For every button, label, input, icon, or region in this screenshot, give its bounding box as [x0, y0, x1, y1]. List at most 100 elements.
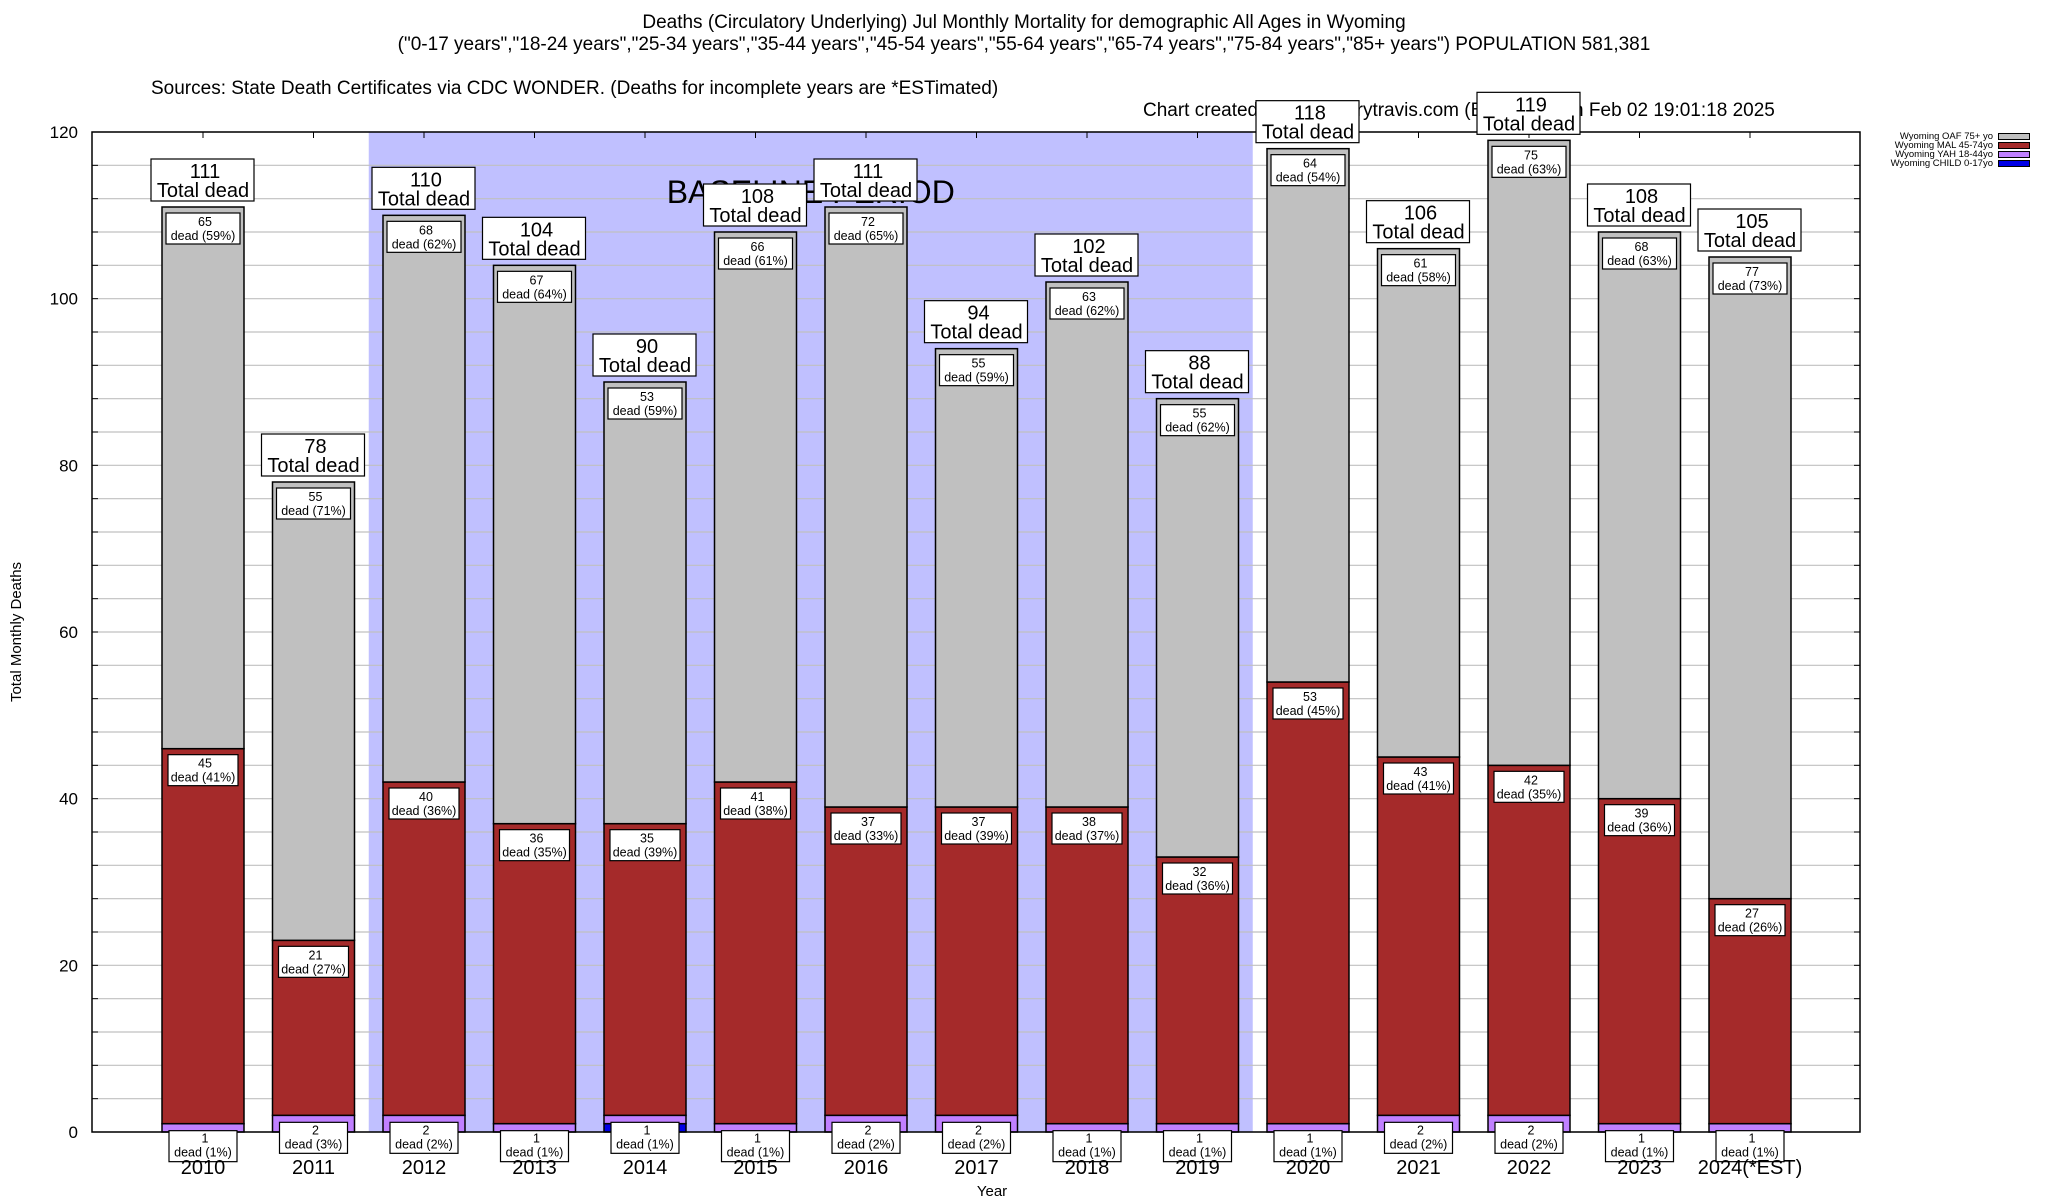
x-tick-label: 2022	[1507, 1157, 1552, 1179]
legend-swatch	[1998, 142, 2030, 149]
mal-label-value: 37	[972, 815, 986, 829]
oaf-label-value: 68	[419, 223, 433, 237]
bar-segment-oaf	[492, 264, 577, 825]
oaf-label-value: 65	[198, 215, 212, 229]
total-label-box	[260, 433, 366, 477]
total-label-box	[1255, 100, 1360, 144]
oaf-label-pct: dead (58%)	[1386, 271, 1451, 285]
oaf-label-box	[717, 237, 794, 270]
mal-label-value: 27	[1745, 907, 1759, 921]
legend-swatch	[1998, 160, 2030, 167]
legend-swatch	[1998, 151, 2030, 158]
y-tick-label: 40	[59, 790, 78, 809]
bar-segment-mal	[1045, 806, 1129, 1125]
mal-label-box	[388, 787, 460, 820]
mal-label-value: 40	[419, 790, 433, 804]
oaf-label-value: 68	[1635, 240, 1649, 254]
yah-label-value: 2	[312, 1123, 319, 1137]
oaf-label-box	[1159, 404, 1236, 437]
mal-label-pct: dead (35%)	[502, 846, 567, 860]
total-label-text: Total dead	[267, 455, 359, 477]
oaf-label-box	[1712, 262, 1788, 295]
bar-segment-oaf	[1597, 231, 1682, 800]
oaf-label-value: 77	[1745, 265, 1759, 279]
oaf-label-pct: dead (61%)	[723, 254, 788, 268]
oaf-label-pct: dead (62%)	[392, 237, 457, 251]
mal-label-pct: dead (26%)	[1718, 921, 1783, 935]
yah-label-box	[389, 1121, 459, 1154]
mal-label-box	[609, 829, 681, 862]
legend-swatch	[1998, 133, 2030, 140]
legend-label: Wyoming CHILD 0-17yo	[1890, 157, 1993, 169]
oaf-label-pct: dead (59%)	[944, 371, 1009, 385]
legend-label: Wyoming OAF 75+ yo	[1899, 130, 1993, 142]
oaf-label-pct: dead (59%)	[171, 229, 236, 243]
y-tick-label: 80	[59, 456, 78, 475]
yah-label-pct: dead (1%)	[727, 1146, 785, 1160]
bar-segment-mal	[1597, 797, 1682, 1125]
bar-segment-mal	[1376, 756, 1461, 1117]
oaf-label-pct: dead (63%)	[1497, 162, 1562, 176]
total-label-value: 78	[304, 436, 326, 458]
legend-label: Wyoming YAH 18-44yo	[1895, 148, 1993, 160]
x-tick-label: 2019	[1175, 1157, 1220, 1179]
y-tick-label: 100	[50, 290, 78, 309]
total-label-box	[1365, 200, 1471, 244]
x-tick-label: 2021	[1396, 1157, 1441, 1179]
total-label-box	[592, 333, 697, 377]
total-label-text: Total dead	[709, 205, 801, 227]
y-tick-label: 60	[59, 623, 78, 642]
yah-label-value: 1	[1196, 1132, 1203, 1146]
bar-segment-mal	[934, 806, 1019, 1117]
mal-label-value: 45	[198, 757, 212, 771]
mal-label-value: 39	[1635, 807, 1649, 821]
bar-segment-mal	[1266, 681, 1350, 1125]
yah-label-box	[1052, 1130, 1122, 1163]
mal-label-value: 41	[751, 790, 765, 804]
yah-label-value: 2	[865, 1123, 872, 1137]
bar-segment-oaf	[271, 481, 356, 942]
total-label-value: 108	[741, 186, 774, 208]
oaf-label-value: 55	[309, 490, 323, 504]
yah-label-value: 1	[1749, 1132, 1756, 1146]
oaf-label-value: 66	[751, 240, 765, 254]
total-label-value: 110	[410, 169, 442, 191]
yah-label-pct: dead (1%)	[1169, 1146, 1227, 1160]
mal-label-box	[1051, 812, 1123, 845]
yah-label-pct: dead (2%)	[395, 1137, 453, 1151]
yah-label-pct: dead (2%)	[1390, 1137, 1448, 1151]
bar-segment-mal	[603, 822, 687, 1117]
total-label-box	[1144, 350, 1250, 394]
mal-label-pct: dead (41%)	[1386, 779, 1451, 793]
yah-label-pct: dead (2%)	[948, 1137, 1006, 1151]
mal-label-pct: dead (36%)	[1607, 821, 1672, 835]
mal-label-box	[1603, 804, 1676, 837]
oaf-label-pct: dead (63%)	[1607, 254, 1672, 268]
yah-label-value: 1	[202, 1132, 209, 1146]
x-tick-label: 2014	[623, 1157, 668, 1179]
yah-label-box	[720, 1130, 791, 1163]
bar-segment-mal	[161, 747, 245, 1125]
chart-legend: Wyoming OAF 75+ yo Wyoming MAL 45-74yo Wyo…	[1860, 130, 2048, 169]
bar-segment-oaf	[1376, 247, 1461, 758]
oaf-label-value: 75	[1524, 148, 1538, 162]
bar-segment-mal	[713, 781, 798, 1125]
bar-segment-mal	[382, 781, 466, 1117]
yah-label-pct: dead (2%)	[837, 1137, 895, 1151]
total-label-value: 108	[1625, 186, 1658, 208]
bar-segment-mal	[824, 806, 908, 1117]
bar-segment-mal	[1155, 856, 1240, 1125]
chart-sources: Sources: State Death Certificates via CD…	[151, 78, 999, 99]
total-label-box	[702, 183, 808, 227]
yah-label-box	[1715, 1130, 1785, 1163]
mal-label-pct: dead (36%)	[392, 804, 457, 818]
yah-label-box	[831, 1121, 901, 1154]
oaf-label-box	[386, 220, 462, 253]
total-label-text: Total dead	[1483, 113, 1575, 135]
bar-segment-mal	[492, 822, 577, 1125]
x-axis-title: Year	[977, 1183, 1007, 1200]
mal-label-value: 43	[1414, 765, 1428, 779]
oaf-label-pct: dead (65%)	[834, 229, 899, 243]
total-label-box	[481, 216, 587, 260]
total-label-text: Total dead	[930, 322, 1022, 344]
